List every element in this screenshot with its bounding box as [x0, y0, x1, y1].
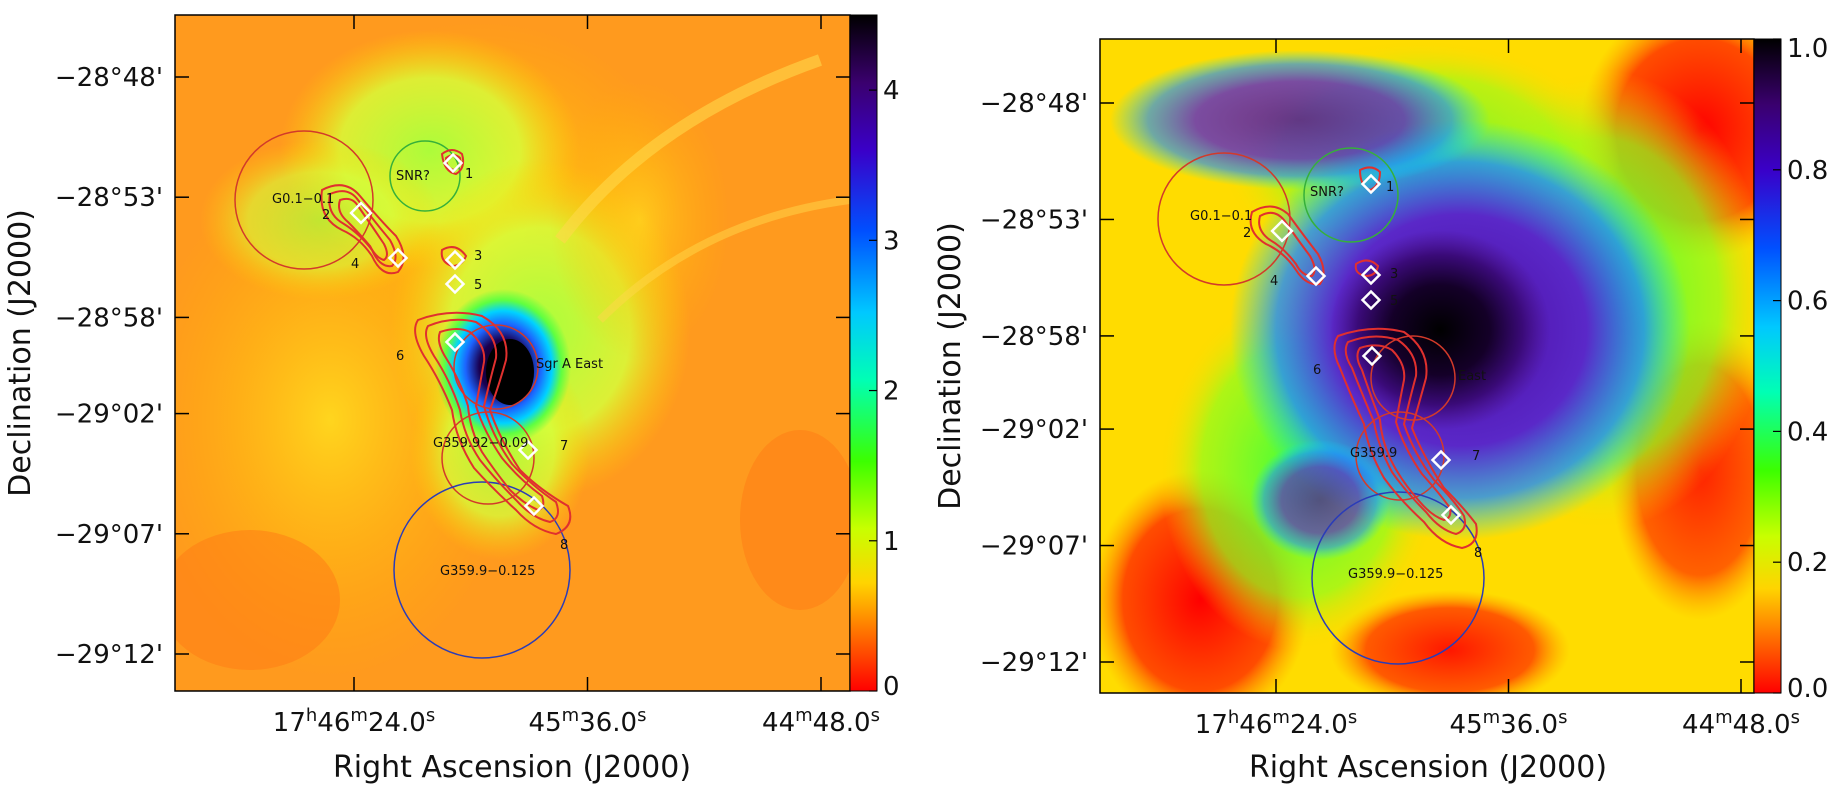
right-ylabel: Declination (J2000): [933, 222, 968, 510]
right-source-label: 4: [1270, 274, 1278, 289]
right-xlabel: Right Ascension (J2000): [1249, 750, 1607, 785]
right-source-label: 1: [1386, 180, 1394, 195]
right-source-marker: [1360, 173, 1382, 195]
left-circle-sgra: [453, 324, 539, 410]
right-circle-g0.1: [1157, 152, 1291, 286]
left-label-snr: SNR?: [396, 169, 430, 184]
left-source-label: 8: [560, 538, 568, 553]
right-ytick-label: −29°12': [980, 648, 1088, 678]
left-circle-snr: [389, 140, 461, 212]
left-ytick-label: −29°12': [55, 640, 163, 670]
left-source-marker: [444, 273, 466, 295]
right-source-marker: [1360, 289, 1382, 311]
left-source-marker: [442, 152, 464, 174]
right-contours: [1249, 166, 1478, 550]
right-cbar-label: 0.4: [1787, 417, 1828, 447]
left-cbar-label: 2: [883, 377, 900, 407]
right-label-g0.1: G0.1−0.1: [1190, 209, 1252, 224]
right-source-label: 5: [1390, 294, 1398, 309]
left-xtick-label: 44m48.0s: [762, 705, 880, 739]
left-source-label: 7: [560, 439, 568, 454]
left-cbar-label: 1: [883, 527, 900, 557]
left-cbar-label: 3: [883, 226, 900, 256]
right-xtick-label: 44m48.0s: [1682, 707, 1800, 741]
right-source-label: 7: [1472, 449, 1480, 464]
left-source-marker: [349, 201, 373, 225]
left-source-marker: [444, 249, 466, 271]
right-label-g359.9: G359.9−0.125: [1348, 567, 1443, 582]
right-xtick-label: 17h46m24.0s: [1195, 707, 1357, 741]
left-label-g359.92: G359.92−0.09: [433, 436, 528, 451]
right-ytick-label: −28°48': [980, 89, 1088, 119]
left-panel: G0.1−0.1 SNR? Sgr A East G359.92−0.09 G3…: [3, 14, 900, 785]
right-colorbar: [1753, 38, 1782, 694]
left-source-marker: [387, 247, 409, 269]
left-xtick-label: 17h46m24.0s: [273, 705, 435, 739]
left-ylabel: Declination (J2000): [3, 209, 38, 497]
left-source-label: 4: [351, 257, 359, 272]
left-xtick-label: 45m36.0s: [529, 705, 647, 739]
left-ytick-label: −29°02': [55, 400, 163, 430]
left-source-label: 1: [465, 167, 473, 182]
left-source-marker: [444, 331, 466, 353]
right-cbar-label: 0.6: [1787, 287, 1828, 317]
left-sources: [349, 152, 545, 517]
right-ytick-label: −28°58': [980, 322, 1088, 352]
left-source-label: 6: [396, 349, 404, 364]
right-source-marker: [1361, 345, 1383, 367]
right-label-sgra: East: [1458, 369, 1486, 384]
right-ytick-label: −29°07': [980, 532, 1088, 562]
right-xtick-label: 45m36.0s: [1450, 707, 1568, 741]
right-label-g359.92: G359.9: [1350, 446, 1397, 461]
left-circle-g359.92: [441, 411, 535, 505]
left-colorbar: [849, 14, 878, 692]
right-label-snr: SNR?: [1310, 185, 1344, 200]
right-panel: G0.1−0.1 SNR? East G359.9 G359.9−0.125 1…: [933, 34, 1828, 785]
left-label-g0.1: G0.1−0.1: [272, 192, 334, 207]
left-source-label: 2: [322, 208, 330, 223]
left-source-marker: [523, 495, 545, 517]
right-source-marker: [1305, 265, 1327, 287]
right-source-marker: [1360, 264, 1382, 286]
left-label-sgra: Sgr A East: [536, 357, 603, 372]
right-circle-sgra: [1370, 335, 1456, 421]
left-ytick-label: −29°07': [55, 520, 163, 550]
right-cbar-label: 1.0: [1787, 34, 1828, 64]
right-circle-snr: [1303, 147, 1399, 243]
right-ytick-label: −29°02': [980, 415, 1088, 445]
left-ytick-label: −28°58': [55, 303, 163, 333]
left-xlabel: Right Ascension (J2000): [333, 750, 691, 785]
left-ytick-label: −28°53': [55, 183, 163, 213]
left-ytick-label: −28°48': [55, 63, 163, 93]
left-source-label: 3: [474, 249, 482, 264]
right-cbar-label: 0.2: [1787, 548, 1828, 578]
right-cbar-label: 0.0: [1787, 674, 1828, 704]
left-cbar-label: 4: [883, 76, 900, 106]
right-source-marker: [1270, 219, 1294, 243]
right-source-label: 3: [1390, 267, 1398, 282]
left-image: [175, 15, 850, 691]
right-image: [1100, 39, 1754, 693]
left-label-g359.9: G359.9−0.125: [440, 564, 535, 579]
right-source-label: 6: [1313, 363, 1321, 378]
right-source-label: 8: [1474, 546, 1482, 561]
left-circle-g359.9: [393, 481, 571, 659]
right-cbar-label: 0.8: [1787, 156, 1828, 186]
right-ytick-label: −28°53': [980, 205, 1088, 235]
right-source-label: 2: [1243, 226, 1251, 241]
left-cbar-label: 0: [883, 672, 900, 702]
left-source-marker: [517, 439, 539, 461]
left-circle-g0.1: [234, 130, 374, 270]
left-source-label: 5: [474, 278, 482, 293]
right-source-marker: [1440, 504, 1462, 526]
right-circle-g359.9: [1311, 491, 1485, 665]
right-sources: [1270, 173, 1462, 526]
right-source-marker: [1430, 449, 1452, 471]
